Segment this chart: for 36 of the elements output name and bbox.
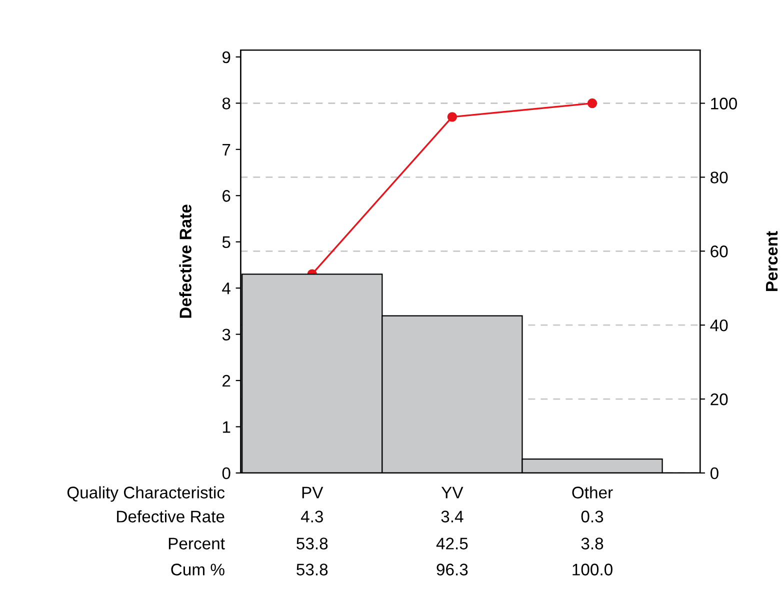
text: Defective Rate (117, 510, 224, 522)
data-label: 0.3 (581, 510, 604, 522)
y2-tick-label: 40 (710, 319, 728, 332)
point (587, 98, 598, 108)
y2-tick-label: 80 (710, 172, 728, 184)
text: Cum % (171, 564, 224, 576)
y-tick-label: 2 (222, 374, 230, 387)
x-axis-title: Quality Characteristic (67, 486, 225, 502)
text: 3.8 (581, 538, 604, 550)
data-label: 53.8 (296, 564, 328, 576)
text: Percent (168, 538, 225, 550)
y-tick-label: 9 (222, 51, 230, 64)
y-tick-label: 0 (222, 467, 230, 480)
data-label: 96.3 (436, 564, 468, 576)
text: 53.8 (296, 538, 328, 550)
data-label: 4.3 (300, 510, 323, 522)
y2-axis-title: Percent (766, 231, 778, 291)
y-axis-title: Defective Rate (179, 204, 192, 318)
y-tick-label: 1 (222, 421, 230, 433)
point (447, 112, 458, 122)
y-tick-label: 8 (222, 98, 230, 110)
data-label: 3.4 (441, 510, 464, 522)
y2-tick-label: 60 (710, 246, 728, 258)
data-label: 100.0 (572, 564, 612, 576)
y2-tick-label: 20 (710, 393, 728, 406)
y2-tick-label: 100 (711, 98, 737, 110)
y2-tick-label: 0 (710, 467, 718, 480)
y-tick-label: 5 (222, 236, 230, 248)
y-tick-label: 7 (222, 144, 230, 156)
x-tick-label: YV (441, 486, 464, 498)
y-tick-label: 4 (222, 282, 230, 294)
y-tick-label: 6 (222, 190, 230, 202)
x-tick-label: PV (302, 486, 324, 498)
text: 42.5 (436, 538, 468, 550)
y-tick-label: 3 (222, 328, 230, 340)
x-tick-label: Other (572, 486, 613, 498)
